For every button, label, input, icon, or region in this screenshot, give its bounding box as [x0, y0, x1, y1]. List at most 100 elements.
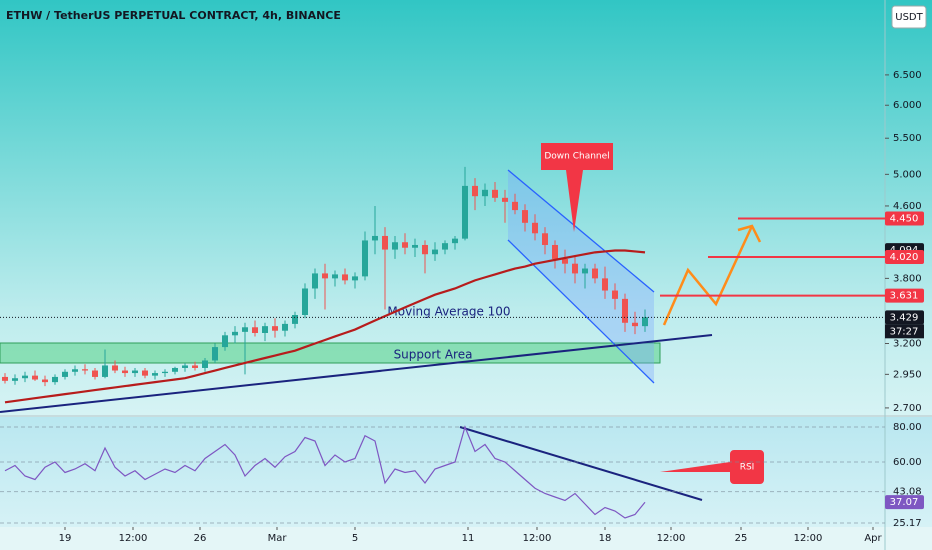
- moving-average: [4, 249, 646, 404]
- rsi-callout-text: RSI: [740, 463, 755, 473]
- candle-body: [142, 370, 148, 376]
- candle-body: [212, 347, 218, 361]
- candle-body: [522, 210, 528, 223]
- chart-title: ETHW / TetherUS PERPETUAL CONTRACT, 4h, …: [6, 9, 341, 22]
- channel-upper: [507, 169, 655, 293]
- candle-body: [602, 278, 608, 291]
- candle-body: [482, 189, 488, 197]
- candle-body: [32, 375, 38, 380]
- price-tag-label: 3.631: [890, 291, 919, 302]
- candle-body: [362, 240, 368, 277]
- candle-body: [642, 317, 648, 327]
- candle-body: [112, 365, 118, 371]
- rsi-trend: [459, 426, 703, 501]
- price-tag-label: 3.429: [890, 312, 919, 323]
- rsi-tick-label: 25.17: [893, 518, 922, 529]
- y-tick-label: 4.600: [893, 201, 922, 212]
- candle-body: [132, 370, 138, 374]
- candle-body: [382, 235, 388, 250]
- price-tag-label: 4.020: [890, 252, 919, 263]
- currency-box: [891, 5, 927, 29]
- candle-body: [92, 370, 98, 377]
- x-tick-label: 19: [59, 533, 72, 544]
- candle-body: [162, 371, 168, 374]
- candle-body: [472, 185, 478, 197]
- x-tick-label: Apr: [864, 533, 882, 544]
- y-tick-label: 2.950: [893, 369, 922, 380]
- down-channel: [508, 170, 654, 383]
- candle-body: [532, 222, 538, 234]
- x-tick-label: 12:00: [657, 533, 686, 544]
- candle-body: [632, 322, 638, 327]
- candle-body: [612, 290, 618, 299]
- rsi-callout: [660, 450, 764, 484]
- callout-text: Down Channel: [544, 152, 609, 162]
- time-axis: [0, 527, 932, 550]
- x-tick-label: Mar: [268, 533, 288, 544]
- rsi-tick-label: 43.08: [893, 487, 922, 498]
- candle-body: [12, 378, 18, 381]
- candle-body: [82, 369, 88, 371]
- candle-body: [292, 315, 298, 324]
- rsi-tag: [885, 495, 924, 510]
- candle-body: [322, 273, 328, 279]
- x-tick-label: 26: [194, 533, 207, 544]
- candle-body: [102, 365, 108, 377]
- candle-body: [152, 373, 158, 376]
- candle-body: [372, 235, 378, 241]
- countdown: 37:27: [890, 326, 919, 337]
- candle-body: [42, 379, 48, 383]
- candle-body: [312, 273, 318, 289]
- price-tag-label: 4.450: [890, 214, 919, 225]
- candle-body: [332, 274, 338, 279]
- x-tick-label: 18: [599, 533, 612, 544]
- projection-arrow: [662, 225, 754, 326]
- price-tag: [885, 211, 924, 226]
- candle-body: [582, 268, 588, 274]
- rsi-tick-label: 60.00: [893, 457, 922, 468]
- candle-body: [502, 197, 508, 202]
- support-area: [0, 342, 661, 364]
- y-tick-label: 6.000: [893, 100, 922, 111]
- candle-body: [492, 189, 498, 198]
- candle-body: [422, 244, 428, 255]
- x-tick-label: 11: [462, 533, 475, 544]
- rsi-panel: [0, 417, 932, 527]
- trend-line: [0, 334, 713, 413]
- candle-body: [72, 369, 78, 372]
- price-tag: [885, 310, 924, 325]
- candle-body: [182, 365, 188, 368]
- candle-body: [432, 249, 438, 255]
- rsi-tag-label: 37.07: [890, 497, 919, 508]
- price-tag: [885, 288, 924, 303]
- y-tick-label: 5.500: [893, 133, 922, 144]
- candle-body: [252, 327, 258, 334]
- candle-body: [622, 298, 628, 323]
- candle-body: [542, 233, 548, 245]
- y-tick-label: 6.500: [893, 70, 922, 81]
- candle-body: [122, 370, 128, 374]
- x-tick-label: 5: [352, 533, 358, 544]
- callout: [541, 143, 613, 232]
- candle-body: [562, 258, 568, 264]
- candle-body: [282, 323, 288, 331]
- candle-body: [52, 376, 58, 383]
- candle-body: [352, 276, 358, 281]
- x-tick-label: 12:00: [794, 533, 823, 544]
- x-tick-label: 25: [735, 533, 748, 544]
- support-label: Support Area: [394, 348, 473, 362]
- candle-body: [572, 263, 578, 274]
- candle-body: [412, 244, 418, 248]
- rsi-line: [4, 425, 646, 519]
- candle-body: [262, 326, 268, 334]
- y-tick-label: 3.800: [893, 273, 922, 284]
- candle-body: [272, 326, 278, 331]
- arrow-head: [737, 224, 762, 243]
- candle-body: [442, 243, 448, 250]
- candle-body: [402, 242, 408, 248]
- rsi-tick-label: 80.00: [893, 422, 922, 433]
- candle-body: [242, 327, 248, 332]
- candle-body: [192, 365, 198, 368]
- candle-body: [232, 331, 238, 336]
